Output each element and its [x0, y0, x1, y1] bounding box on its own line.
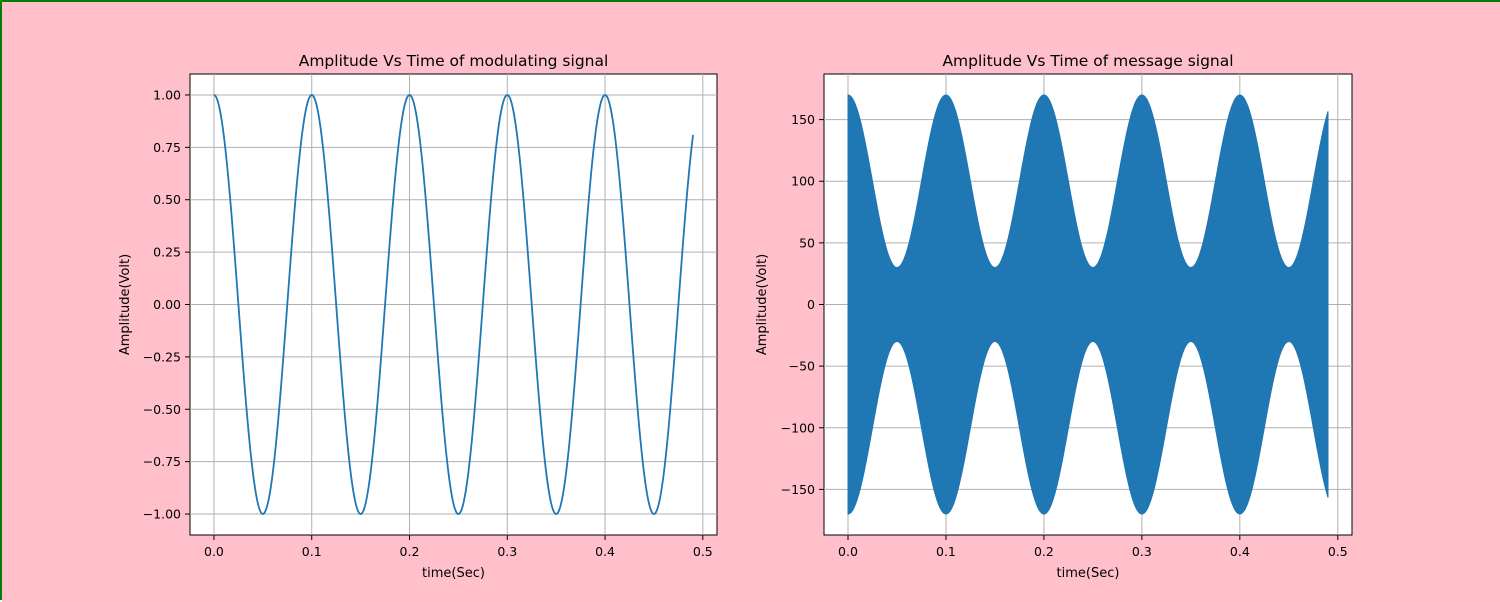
y-tick-label: 0.25 — [153, 245, 181, 260]
x-tick-label: 0.4 — [1230, 544, 1250, 559]
y-tick-label: 50 — [799, 235, 815, 250]
x-tick-label: 0.0 — [204, 544, 224, 559]
y-tick-label: −0.50 — [143, 402, 181, 417]
x-tick-label: 0.2 — [1034, 544, 1054, 559]
x-tick-label: 0.0 — [838, 544, 858, 559]
y-tick-label: 0.50 — [153, 192, 181, 207]
x-axis-label: time(Sec) — [422, 566, 485, 581]
series-line — [213, 94, 694, 516]
series-group — [213, 94, 694, 516]
x-tick-label: 0.2 — [400, 544, 420, 559]
y-tick-label: −100 — [781, 420, 815, 435]
y-axis-label: Amplitude(Volt) — [118, 254, 133, 355]
y-tick-label: 150 — [791, 112, 815, 127]
y-tick-label: 1.00 — [153, 87, 181, 102]
x-tick-label: 0.1 — [302, 544, 322, 559]
series-envelope-fill — [847, 94, 1329, 515]
x-ticks: 0.0 0.1 0.2 0.3 0.4 0.5 — [838, 535, 1348, 559]
y-ticks: −150 −100 −50 0 50 100 150 — [781, 112, 824, 497]
y-tick-label: 0.75 — [153, 140, 181, 155]
y-tick-label: 0 — [807, 297, 815, 312]
chart-title: Amplitude Vs Time of message signal — [942, 52, 1233, 70]
y-tick-label: −0.75 — [143, 454, 181, 469]
x-axis-label: time(Sec) — [1057, 566, 1120, 581]
chart-modulating-signal: Amplitude Vs Time of modulating signal 0… — [118, 52, 718, 581]
y-axis-label: Amplitude(Volt) — [755, 254, 770, 355]
x-tick-label: 0.5 — [693, 544, 713, 559]
y-ticks: −1.00 −0.75 −0.50 −0.25 0.00 0.25 0.50 0.75 1.00 — [143, 87, 190, 522]
x-tick-label: 0.4 — [595, 544, 615, 559]
chart-title: Amplitude Vs Time of modulating signal — [299, 52, 609, 70]
x-tick-label: 0.5 — [1328, 544, 1348, 559]
y-tick-label: −1.00 — [143, 507, 181, 522]
x-ticks: 0.0 0.1 0.2 0.3 0.4 0.5 — [204, 535, 713, 559]
chart-message-signal: Amplitude Vs Time of message signal 0.0 0… — [755, 52, 1353, 581]
series-group — [847, 94, 1329, 515]
grid-lines — [190, 74, 717, 535]
y-tick-label: −50 — [789, 359, 815, 374]
y-tick-label: 100 — [791, 174, 815, 189]
y-tick-label: −150 — [781, 482, 815, 497]
y-tick-label: −0.25 — [143, 349, 181, 364]
x-tick-label: 0.3 — [1132, 544, 1152, 559]
y-tick-label: 0.00 — [153, 297, 181, 312]
x-tick-label: 0.1 — [936, 544, 956, 559]
x-tick-label: 0.3 — [497, 544, 517, 559]
